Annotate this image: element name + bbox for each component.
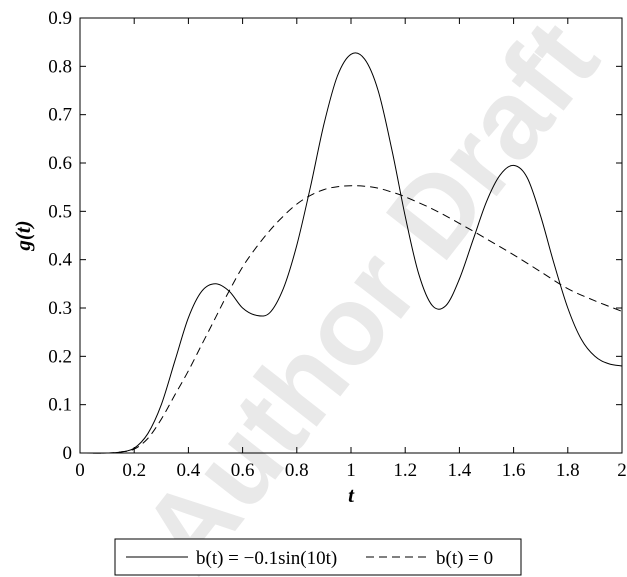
x-tick-label: 1.8 xyxy=(556,460,580,481)
x-tick-label: 0.2 xyxy=(122,460,146,481)
y-tick-label: 0.1 xyxy=(48,395,72,416)
y-tick-label: 0.8 xyxy=(48,56,72,77)
y-tick-label: 0.5 xyxy=(48,201,72,222)
watermark: Author Draft xyxy=(117,0,622,577)
y-tick-label: 0.4 xyxy=(48,250,72,271)
series-layer xyxy=(79,52,623,454)
x-tick-label: 0.8 xyxy=(285,460,309,481)
x-tick-label: 0.4 xyxy=(177,460,201,481)
legend: b(t) = −0.1sin(10t) b(t) = 0 xyxy=(114,538,522,576)
y-tick-label: 0.9 xyxy=(48,8,72,29)
x-axis-label: t xyxy=(348,483,355,507)
legend-label-2: b(t) = 0 xyxy=(436,548,493,569)
y-axis-label: g(t) xyxy=(11,220,35,251)
x-tick-label: 2 xyxy=(617,460,627,481)
series-line-1 xyxy=(79,52,623,454)
y-tick-label: 0.3 xyxy=(48,298,72,319)
y-tick-label: 0.6 xyxy=(48,153,72,174)
x-tick-label: 1.4 xyxy=(448,460,472,481)
x-tick-label: 1.6 xyxy=(502,460,526,481)
plot-area: 0 0.2 0.4 0.6 0.8 1 1.2 1.4 1.6 1.8 2 0 0.1 0.2 0.3 0.4… xyxy=(11,8,627,507)
x-tick-label: 1 xyxy=(346,460,356,481)
y-tick-label: 0 xyxy=(63,443,73,464)
legend-label-1: b(t) = −0.1sin(10t) xyxy=(196,548,337,569)
y-tick-label: 0.7 xyxy=(48,105,72,126)
x-tick-label: 1.2 xyxy=(393,460,417,481)
series-line-2 xyxy=(79,185,623,454)
y-tick-label: 0.2 xyxy=(48,346,72,367)
x-tick-label: 0.6 xyxy=(231,460,255,481)
x-tick-label: 0 xyxy=(75,460,85,481)
